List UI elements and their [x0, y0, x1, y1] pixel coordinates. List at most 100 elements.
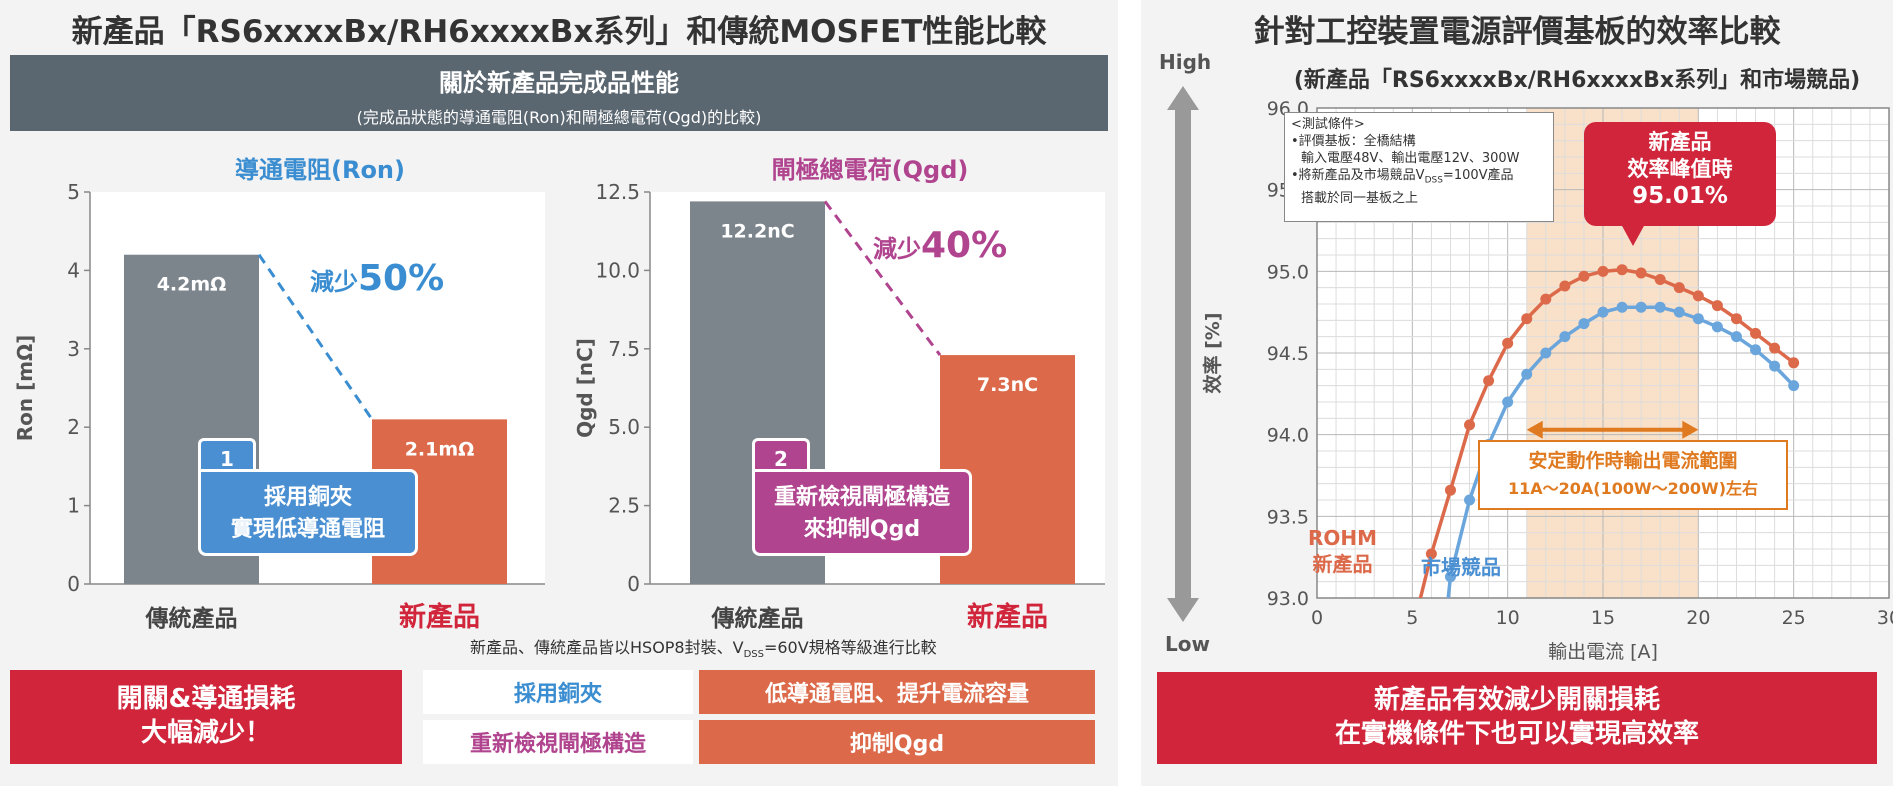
qgd-reduction-label: 減少40% — [873, 225, 1007, 266]
series-group-0 — [1418, 264, 1800, 598]
qgd-chart-title: 閘極總電荷(Qgd) — [771, 156, 969, 184]
series-0-point — [1597, 265, 1609, 277]
conclusion-box: 新產品有效減少開關損耗 在實機條件下也可以實現高效率 — [1157, 672, 1877, 764]
series-0-point — [1425, 548, 1437, 560]
eff-xtick-label: 20 — [1686, 607, 1710, 629]
range-arrow-left-head — [1526, 420, 1543, 439]
series-0-point — [1521, 313, 1533, 325]
series-1-point — [1769, 360, 1781, 372]
conditions-line3b: =100V產品 — [1442, 168, 1514, 183]
ron-ylabel: Ron [mΩ] — [13, 335, 37, 441]
conditions-line3-sub: DSS — [1424, 175, 1443, 186]
qgd-reduction-line — [823, 200, 942, 356]
range-callout-line2: 11A～20A(100W～200W)左右 — [1507, 479, 1759, 498]
rohm-label-line2: 新產品 — [1312, 552, 1373, 576]
ron-category-label-1: 新產品 — [399, 601, 480, 633]
eff-xtick-label: 10 — [1496, 607, 1520, 629]
summary-line1: 開關&導通損耗 — [116, 684, 296, 715]
eff-ytick-label: 93.5 — [1267, 506, 1309, 528]
series-1-point — [1439, 625, 1450, 636]
line-plot-border — [1316, 107, 1890, 599]
ron-ytick-label: 5 — [67, 180, 80, 204]
series-0-point — [1444, 484, 1456, 496]
conditions-line1: •評價基板：全橋結構 — [1291, 134, 1416, 149]
ron-reduction-prefix: 減少 — [310, 268, 358, 296]
qgd-ytick-label: 7.5 — [608, 337, 640, 361]
series-1-point — [1464, 494, 1476, 506]
qgd-ytick-label: 10.0 — [595, 258, 640, 282]
series-0-point — [1635, 267, 1647, 279]
eff-ytick-label: 93.0 — [1267, 588, 1309, 610]
qgd-category-label-1: 新產品 — [967, 601, 1048, 633]
qgd-ylabel: Qgd [nC] — [573, 338, 597, 438]
qgd-ytick-label: 12.5 — [595, 180, 640, 204]
conditions-line3a: •將新產品及市場競品V — [1291, 168, 1425, 183]
qgd-bar-value-label-1: 7.3nC — [977, 374, 1038, 396]
section-header: 關於新產品完成品性能 (完成品狀態的導通電阻(Ron)和閘極總電荷(Qgd)的比… — [10, 55, 1108, 131]
series-0-point — [1692, 290, 1704, 302]
ron-ytick-label: 4 — [67, 258, 80, 282]
series-1-point — [1578, 318, 1590, 330]
eff-ytick-label: 95.0 — [1267, 261, 1309, 283]
series-1-point — [1559, 331, 1571, 343]
series-1-point — [1673, 306, 1685, 318]
feature-label-1: 採用銅夾 — [423, 670, 693, 714]
right-panel: 針對工控裝置電源評價基板的效率比較 (新產品「RS6xxxxBx/RH6xxxx… — [1141, 0, 1893, 786]
qgd-callout-line1: 重新檢視閘極構造 — [773, 485, 950, 510]
bar-charts: 0 1 2 3 4 5 Ron [mΩ] 4.2mΩ 傳統產品 2.1mΩ 新產品 0 2.5 5.0 7.… — [13, 180, 1105, 633]
series-1-point — [1597, 306, 1609, 318]
series-0-point — [1750, 327, 1762, 339]
range-callout: 安定動作時輸出電流範圍 11A～20A(100W～200W)左右 — [1478, 440, 1788, 510]
feature-label-2: 重新檢視閘極構造 — [423, 720, 693, 764]
ron-reduction-pct: 50% — [358, 258, 445, 299]
qgd-reduction-pct: 40% — [921, 225, 1008, 266]
peak-callout-value: 95.01% — [1632, 183, 1728, 209]
ron-ytick-label: 0 — [67, 572, 80, 596]
series-1-point — [1444, 571, 1456, 583]
ron-ytick-label: 3 — [67, 337, 80, 361]
ron-callout: 1 採用銅夾 實現低導通電阻 — [198, 438, 424, 562]
right-title: 針對工控裝置電源評價基板的效率比較 — [1253, 14, 1781, 50]
rohm-series-label: ROHM 新產品 — [1308, 525, 1377, 577]
ron-chart-title: 導通電阻(Ron) — [235, 156, 405, 184]
qgd-ytick-label: 5.0 — [608, 415, 640, 439]
peak-callout-line1: 新產品 — [1648, 130, 1712, 154]
qgd-ytick-label: 0 — [627, 572, 640, 596]
footnote-sub: DSS — [743, 649, 764, 661]
ron-callout-line2: 實現低導通電阻 — [230, 517, 385, 542]
summary-box: 開關&導通損耗 大幅減少！ — [10, 670, 402, 764]
series-1-point — [1521, 368, 1533, 380]
series-0-point — [1673, 282, 1685, 294]
test-conditions-box: <測試條件> •評價基板：全橋結構 輸入電壓48V、輸出電壓12V、300W •… — [1284, 112, 1554, 222]
series-0-point — [1711, 300, 1723, 312]
series-0-point — [1502, 337, 1514, 349]
series-0-point — [1788, 357, 1800, 369]
feature-result-2: 抑制Qgd — [699, 720, 1095, 764]
ron-ytick-label: 2 — [67, 415, 80, 439]
series-0-point — [1654, 274, 1666, 285]
left-title: 新產品「RS6xxxxBx/RH6xxxxBx系列」和傳統MOSFET性能比較 — [71, 14, 1047, 50]
rohm-label-line1: ROHM — [1308, 526, 1378, 550]
section-header-title: 關於新產品完成品性能 — [439, 69, 679, 97]
eff-ytick-label: 94.5 — [1267, 343, 1309, 365]
range-arrow-right-head — [1682, 420, 1699, 439]
conclusion-line1: 新產品有效減少開關損耗 — [1373, 685, 1660, 716]
series-0-point — [1540, 293, 1552, 305]
qgd-callout-body: 重新檢視閘極構造 來抑制Qgd — [752, 469, 972, 556]
qgd-callout: 2 重新檢視閘極構造 來抑制Qgd — [752, 438, 978, 562]
series-0-point — [1464, 419, 1476, 431]
qgd-callout-num: 2 — [774, 447, 788, 471]
eff-xtick-label: 25 — [1782, 607, 1806, 629]
qgd-bar-value-label-0: 12.2nC — [720, 220, 794, 242]
footnote: 新產品、傳統產品皆以HSOP8封裝、VDSS=60V規格等級進行比較 — [470, 634, 937, 660]
left-panel: 新產品「RS6xxxxBx/RH6xxxxBx系列」和傳統MOSFET性能比較 … — [0, 0, 1118, 786]
ron-bar-value-label-0: 4.2mΩ — [157, 274, 227, 296]
series-0-point — [1559, 280, 1571, 292]
series-1-point — [1711, 321, 1723, 333]
series-1-point — [1750, 344, 1762, 356]
series-0-point — [1769, 342, 1781, 354]
series-1-point — [1616, 301, 1628, 313]
eff-xtick-label: 30 — [1877, 607, 1893, 629]
series-1-point — [1788, 380, 1800, 392]
eff-xtick-label: 0 — [1311, 607, 1323, 629]
